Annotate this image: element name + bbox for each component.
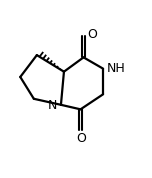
Text: O: O [87, 28, 97, 41]
Text: N: N [48, 99, 57, 112]
Text: NH: NH [107, 62, 126, 75]
Text: O: O [76, 132, 86, 145]
